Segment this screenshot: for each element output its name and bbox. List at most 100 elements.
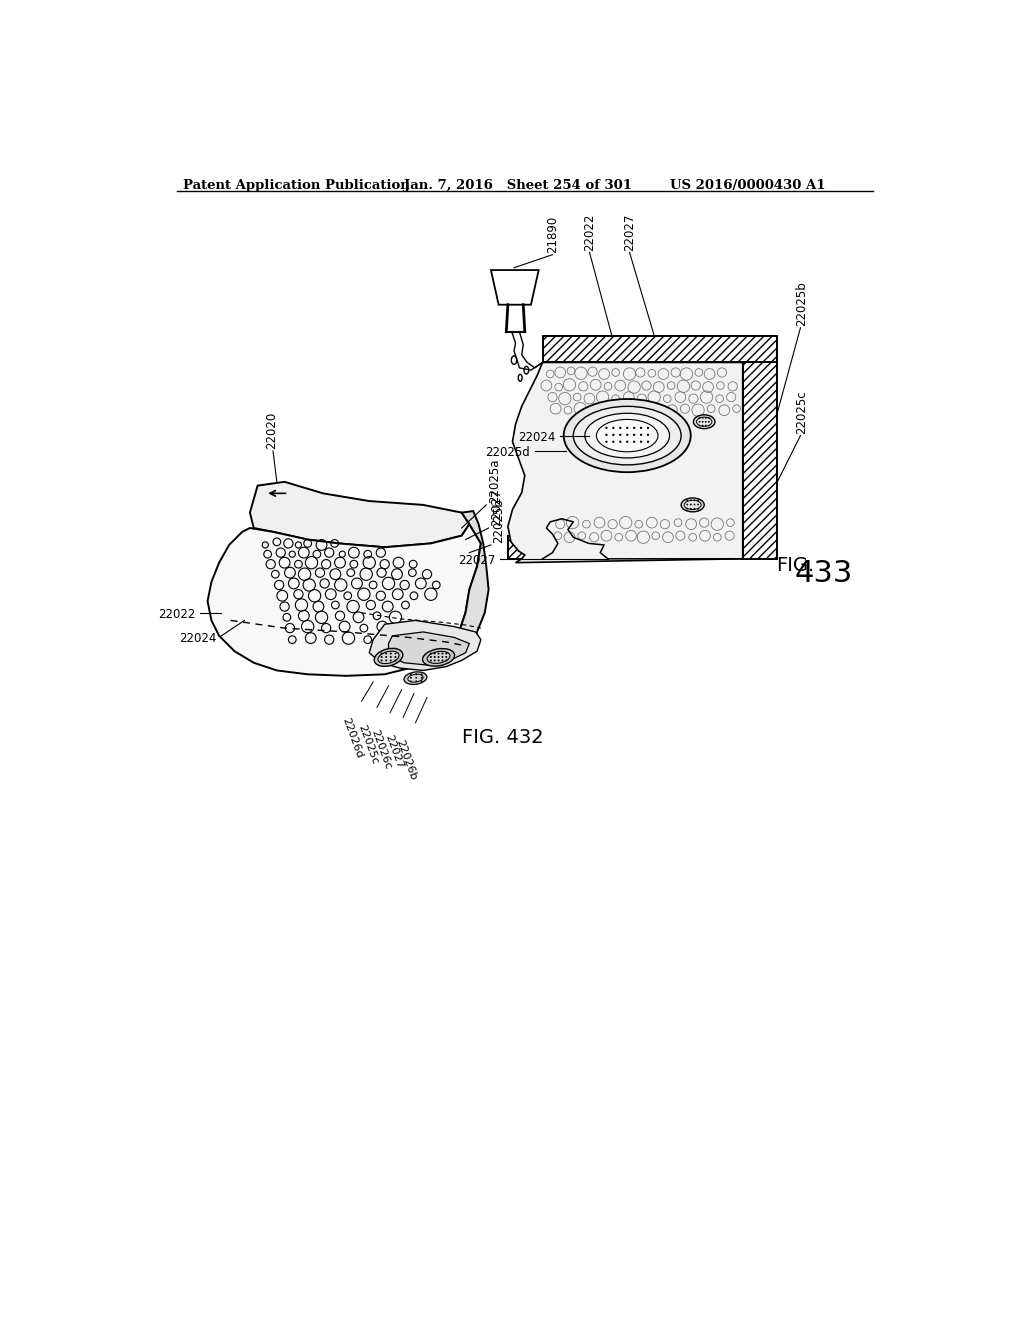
Ellipse shape xyxy=(378,651,399,664)
Circle shape xyxy=(640,441,642,444)
Circle shape xyxy=(686,504,688,506)
Circle shape xyxy=(390,660,392,661)
Circle shape xyxy=(441,660,443,661)
Circle shape xyxy=(693,508,695,510)
Circle shape xyxy=(385,660,387,661)
Circle shape xyxy=(421,680,423,682)
Circle shape xyxy=(605,434,607,436)
Circle shape xyxy=(705,425,707,426)
Circle shape xyxy=(701,417,703,418)
Text: 22022: 22022 xyxy=(158,607,196,620)
Polygon shape xyxy=(508,363,742,562)
Circle shape xyxy=(612,434,614,436)
Text: 22027: 22027 xyxy=(383,733,404,770)
Polygon shape xyxy=(543,335,777,363)
Circle shape xyxy=(708,425,710,426)
Text: Patent Application Publication: Patent Application Publication xyxy=(183,180,410,193)
Text: 22024: 22024 xyxy=(518,430,556,444)
Circle shape xyxy=(647,426,649,429)
Circle shape xyxy=(697,504,699,506)
Circle shape xyxy=(445,660,447,661)
Circle shape xyxy=(633,441,635,444)
Circle shape xyxy=(633,426,635,429)
Ellipse shape xyxy=(596,420,658,451)
Text: 22026c: 22026c xyxy=(369,729,392,771)
Text: 22025c: 22025c xyxy=(356,723,380,766)
Polygon shape xyxy=(250,482,469,548)
Circle shape xyxy=(708,421,710,422)
Circle shape xyxy=(416,673,417,676)
Text: 22026d: 22026d xyxy=(340,717,365,760)
Circle shape xyxy=(690,504,692,506)
Polygon shape xyxy=(519,363,742,553)
Circle shape xyxy=(626,434,629,436)
Circle shape xyxy=(705,417,707,418)
Text: 22027: 22027 xyxy=(490,490,503,527)
Circle shape xyxy=(620,434,622,436)
Ellipse shape xyxy=(585,413,670,458)
Polygon shape xyxy=(208,524,481,676)
Circle shape xyxy=(394,660,396,661)
Circle shape xyxy=(701,421,703,422)
Circle shape xyxy=(430,652,432,655)
Circle shape xyxy=(416,677,417,678)
Text: 22027: 22027 xyxy=(623,214,636,251)
Circle shape xyxy=(705,421,707,422)
Ellipse shape xyxy=(693,414,715,429)
Circle shape xyxy=(390,656,392,657)
Polygon shape xyxy=(490,271,539,305)
Circle shape xyxy=(647,434,649,436)
Circle shape xyxy=(430,656,432,657)
Ellipse shape xyxy=(427,651,450,664)
Circle shape xyxy=(633,434,635,436)
Text: 21890: 21890 xyxy=(546,216,559,253)
Ellipse shape xyxy=(404,672,427,685)
Circle shape xyxy=(686,508,688,510)
Circle shape xyxy=(698,421,700,422)
Circle shape xyxy=(701,425,703,426)
Circle shape xyxy=(434,656,435,657)
Text: 22020: 22020 xyxy=(265,412,278,449)
Circle shape xyxy=(381,660,383,661)
Circle shape xyxy=(690,508,692,510)
Circle shape xyxy=(394,652,396,655)
Ellipse shape xyxy=(563,399,691,473)
Text: Jan. 7, 2016   Sheet 254 of 301: Jan. 7, 2016 Sheet 254 of 301 xyxy=(403,180,632,193)
Circle shape xyxy=(698,417,700,418)
Text: FIG. 432: FIG. 432 xyxy=(462,729,544,747)
Text: 22025a: 22025a xyxy=(487,459,501,503)
Circle shape xyxy=(416,680,417,682)
Circle shape xyxy=(437,652,439,655)
Ellipse shape xyxy=(408,675,423,682)
Ellipse shape xyxy=(684,500,701,510)
Ellipse shape xyxy=(573,407,681,465)
Text: 22025c: 22025c xyxy=(796,391,809,434)
Polygon shape xyxy=(370,620,481,671)
Text: 22025d: 22025d xyxy=(484,446,529,459)
Circle shape xyxy=(708,417,710,418)
Circle shape xyxy=(445,652,447,655)
Polygon shape xyxy=(742,351,777,558)
Circle shape xyxy=(640,434,642,436)
Text: 22025b: 22025b xyxy=(796,281,809,326)
Polygon shape xyxy=(388,632,469,665)
Ellipse shape xyxy=(423,648,455,667)
Text: 22025b: 22025b xyxy=(493,499,506,544)
Circle shape xyxy=(394,656,396,657)
Text: 22024: 22024 xyxy=(179,631,217,644)
Circle shape xyxy=(647,441,649,444)
Text: FIG.: FIG. xyxy=(776,557,814,576)
Ellipse shape xyxy=(374,648,402,667)
Circle shape xyxy=(626,426,629,429)
Polygon shape xyxy=(508,536,569,558)
Circle shape xyxy=(421,673,423,676)
Circle shape xyxy=(620,441,622,444)
Circle shape xyxy=(434,652,435,655)
Circle shape xyxy=(697,499,699,502)
Circle shape xyxy=(693,504,695,506)
Circle shape xyxy=(430,660,432,661)
Circle shape xyxy=(626,441,629,444)
Circle shape xyxy=(445,656,447,657)
Circle shape xyxy=(697,508,699,510)
Circle shape xyxy=(605,441,607,444)
